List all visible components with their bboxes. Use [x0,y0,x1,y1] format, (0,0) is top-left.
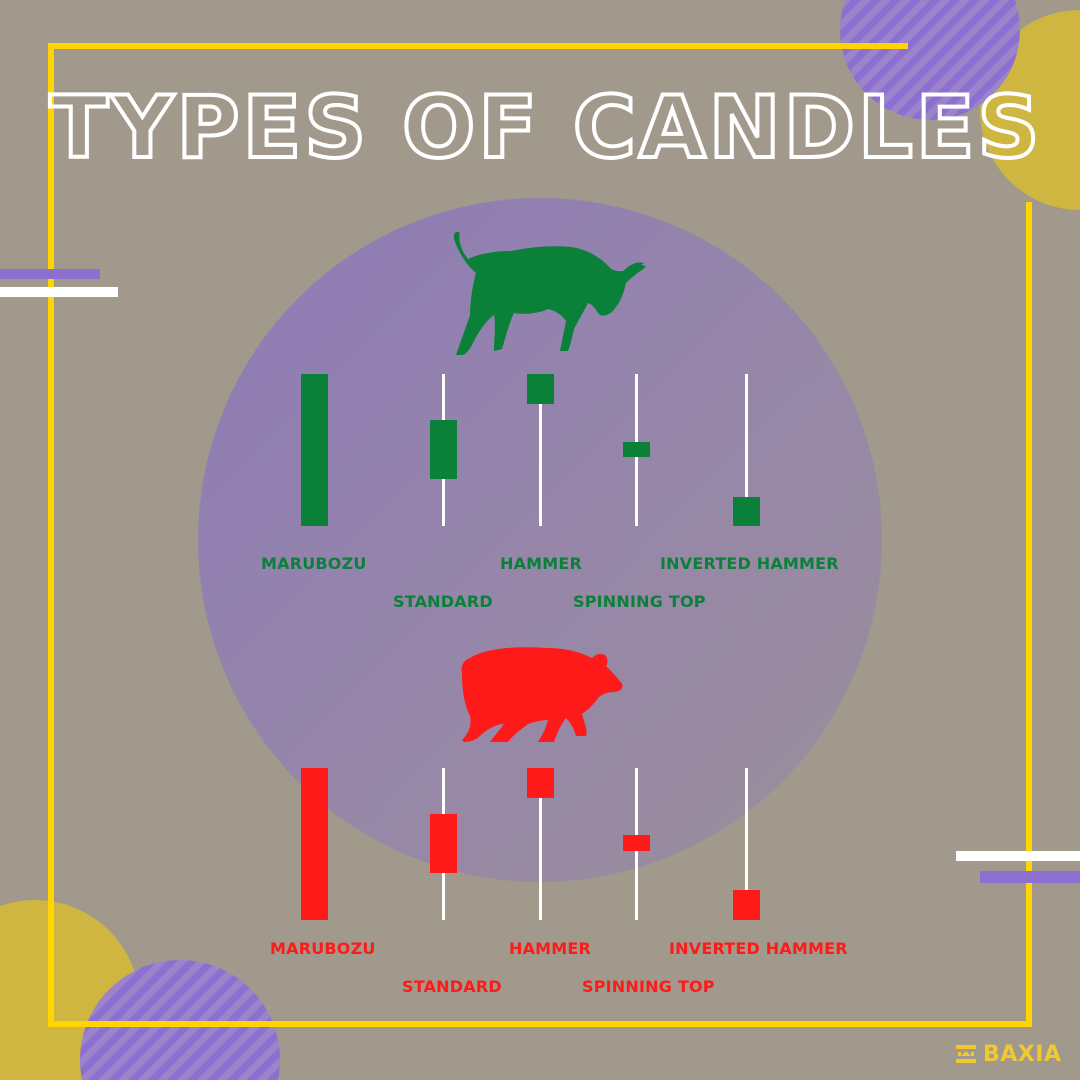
frame-left [48,43,54,1027]
bear-marubozu-body [301,768,328,920]
bull-label-hammer: HAMMER [500,554,583,573]
bear-label-hammer: HAMMER [509,939,592,958]
white-bar-right [956,851,1080,861]
bull-label-spinning-top: SPINNING TOP [573,592,706,611]
baxia-logo: BAXIA [955,1040,1061,1068]
logo-text: BAXIA [983,1041,1062,1067]
bear-spinning-top-body [623,835,650,851]
bull-icon [453,231,646,355]
bear-label-marubozu: MARUBOZU [270,939,376,958]
bull-label-marubozu: MARUBOZU [261,554,367,573]
page-title: TYPES OF CANDLES [48,76,1043,180]
bear-standard-body [430,814,457,873]
bull-label-inverted-hammer: INVERTED HAMMER [660,554,839,573]
bull-standard-body [430,420,457,479]
bull-spinning-top-body [623,442,650,457]
bull-inverted-hammer-body [733,497,760,526]
bear-icon [461,647,623,742]
bear-label-inverted-hammer: INVERTED HAMMER [669,939,848,958]
bull-label-standard: STANDARD [393,592,493,611]
bear-hammer-body [527,768,554,798]
purple-bar-right [980,871,1080,883]
frame-right [1026,202,1032,1027]
purple-bar-left [0,269,100,279]
bear-inverted-hammer-body [733,890,760,920]
bear-label-standard: STANDARD [402,977,502,996]
frame-bottom [48,1021,1032,1027]
striped-circle-bottom-left [80,960,280,1080]
bull-hammer-body [527,374,554,404]
frame-top [48,43,908,49]
striped-circle-top-right [840,0,1020,120]
bull-marubozu-body [301,374,328,526]
bear-hammer-wick [539,768,542,920]
bear-label-spinning-top: SPINNING TOP [582,977,715,996]
bull-hammer-wick [539,374,542,526]
white-bar-left [0,287,118,297]
baxia-logo-icon [956,1045,976,1063]
bear-inverted-hammer-wick [745,768,748,920]
bull-inverted-hammer-wick [745,374,748,526]
